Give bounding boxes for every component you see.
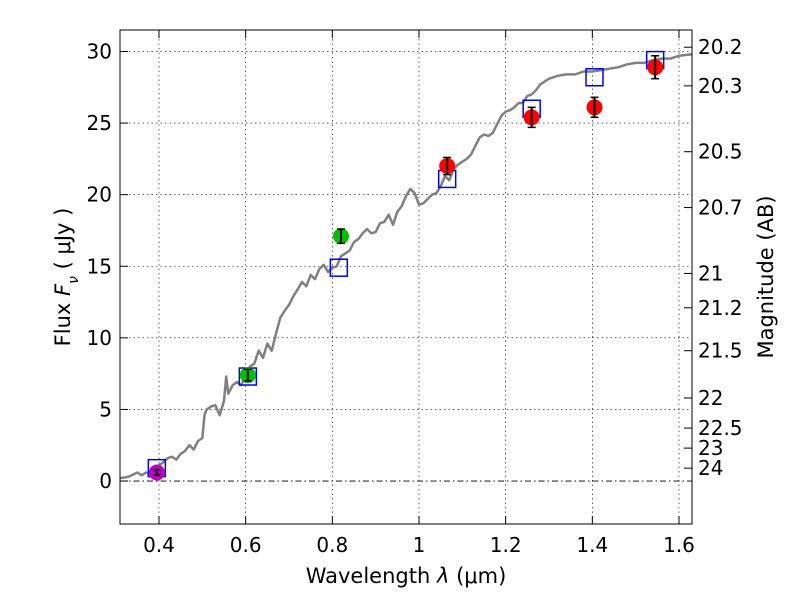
y-tick-label: 25 — [87, 111, 112, 135]
x-tick-labels: 0.4 0.6 0.8 1 1.2 1.4 1.6 — [143, 533, 695, 557]
x-tick-label: 1.6 — [663, 533, 695, 557]
x-tick-label: 0.4 — [143, 533, 175, 557]
axis-ticks — [120, 30, 692, 524]
x-tick-label: 1.2 — [490, 533, 522, 557]
model-photometry-squares — [147, 50, 665, 478]
y-axis-label-unit: ( μJy ) — [51, 208, 75, 270]
magnitude-tick-label: 20.2 — [698, 35, 743, 59]
y-axis-label-subscript: ν — [66, 276, 82, 284]
magnitude-tick-label: 21 — [698, 261, 723, 285]
model-photometry-square — [585, 68, 604, 87]
observed-photometry-points — [148, 55, 664, 481]
magnitude-tick-label: 20.7 — [698, 196, 743, 220]
spectrum-line — [119, 53, 693, 480]
y-tick-label: 15 — [87, 254, 112, 278]
y-tick-label: 30 — [87, 39, 112, 63]
y-tick-labels: 0 5 10 15 20 25 30 — [87, 39, 112, 493]
x-tick-label: 1 — [413, 533, 426, 557]
magnitude-tick-label: 20.3 — [698, 74, 743, 98]
magnitude-tick-label: 22.5 — [698, 416, 743, 440]
y-axis-label: Flux Fν ( μJy ) — [51, 208, 82, 347]
magnitude-tick-label: 22 — [698, 386, 723, 410]
y-tick-label: 5 — [99, 397, 112, 421]
plot-frame — [119, 29, 693, 525]
x-axis-label-text: Wavelength — [306, 564, 431, 588]
magnitude-tick-label: 23 — [698, 436, 723, 460]
magnitude-tick-label: 20.5 — [698, 140, 743, 164]
y-tick-label: 20 — [87, 183, 112, 207]
magnitude-tick-label: 21.2 — [698, 296, 743, 320]
x-tick-label: 0.8 — [316, 533, 348, 557]
magnitude-tick-label: 24 — [698, 456, 723, 480]
y-tick-label: 10 — [87, 326, 112, 350]
x-axis-label-symbol: λ — [436, 564, 449, 588]
x-tick-label: 0.6 — [230, 533, 262, 557]
x-axis-label-unit: (μm) — [456, 564, 506, 588]
y-tick-label: 0 — [99, 469, 112, 493]
model-spectrum — [119, 53, 693, 480]
x-axis-label: Wavelength λ (μm) — [306, 564, 507, 588]
x-tick-label: 1.4 — [576, 533, 608, 557]
model-photometry-square — [329, 258, 349, 277]
magnitude-axis-label: Magnitude (AB) — [754, 195, 778, 358]
y-axis-label-text: Flux — [51, 303, 75, 347]
magnitude-tick-label: 21.5 — [698, 339, 743, 363]
y-axis-label-symbol: F — [51, 283, 75, 296]
